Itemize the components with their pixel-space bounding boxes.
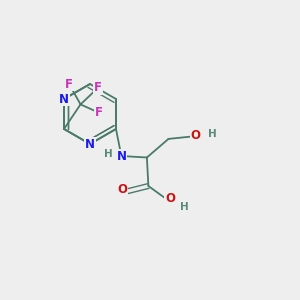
Text: O: O: [117, 183, 127, 196]
Text: N: N: [85, 137, 95, 151]
Text: H: H: [208, 129, 217, 139]
Text: H: H: [104, 148, 113, 159]
Text: F: F: [65, 77, 73, 91]
Text: O: O: [190, 129, 200, 142]
Text: O: O: [165, 192, 175, 205]
Text: F: F: [95, 106, 103, 119]
Text: N: N: [116, 149, 126, 163]
Text: H: H: [180, 202, 189, 212]
Text: N: N: [59, 92, 69, 106]
Text: F: F: [94, 81, 102, 94]
